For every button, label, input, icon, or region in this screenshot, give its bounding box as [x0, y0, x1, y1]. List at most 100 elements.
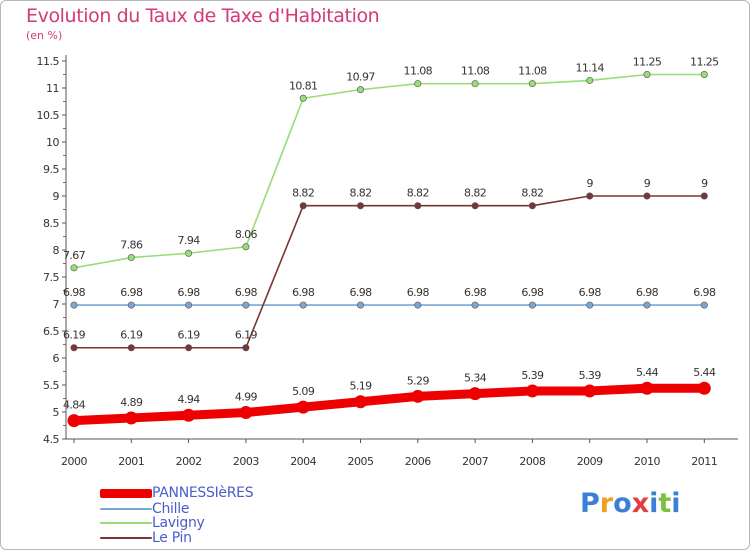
data-label: 11.08 — [518, 65, 547, 78]
y-tick-label: 8 — [53, 244, 60, 257]
series-line-pannessires — [69, 383, 709, 426]
data-point — [468, 387, 482, 401]
logo-letter: i — [649, 488, 659, 519]
data-point — [299, 301, 307, 309]
data-point — [528, 202, 536, 210]
data-point — [583, 384, 597, 398]
data-label: 9 — [701, 177, 708, 190]
legend-item-chille: Chille — [100, 501, 189, 517]
y-tick-label: 5 — [53, 406, 60, 419]
data-point — [700, 301, 708, 309]
data-point — [586, 301, 594, 309]
data-label: 5.44 — [636, 366, 659, 379]
data-label: 5.39 — [521, 369, 544, 382]
legend-swatch — [100, 522, 152, 524]
data-point — [528, 80, 536, 88]
data-label: 6.98 — [349, 286, 372, 299]
data-label: 9 — [644, 177, 651, 190]
data-label: 6.98 — [693, 286, 716, 299]
logo-letter: x — [631, 488, 650, 519]
data-point — [356, 202, 364, 210]
x-tick-label: 2000 — [61, 455, 87, 468]
data-label: 8.06 — [235, 228, 258, 241]
data-label: 8.82 — [464, 187, 486, 200]
data-point — [414, 301, 422, 309]
x-tick-label: 2009 — [577, 455, 603, 468]
data-point — [70, 264, 78, 272]
data-label: 4.84 — [63, 399, 86, 412]
data-point — [242, 243, 250, 251]
data-label: 6.19 — [120, 329, 143, 342]
data-label: 11.08 — [404, 65, 433, 78]
legend-item-le-pin: Le Pin — [100, 530, 192, 546]
y-tick-label: 4.5 — [43, 433, 59, 446]
y-tick-label: 6.5 — [43, 325, 59, 338]
data-point — [127, 344, 135, 352]
data-point — [471, 202, 479, 210]
data-point — [356, 301, 364, 309]
data-label: 11.25 — [633, 56, 662, 69]
data-label: 11.25 — [690, 56, 719, 69]
data-label: 5.19 — [349, 380, 372, 393]
data-label: 6.98 — [63, 286, 86, 299]
data-label: 6.98 — [579, 286, 602, 299]
y-tick-label: 11.5 — [37, 55, 60, 68]
data-point — [182, 408, 196, 422]
data-point — [471, 301, 479, 309]
data-point — [296, 400, 310, 414]
data-point — [586, 76, 594, 84]
data-label: 4.89 — [120, 396, 143, 409]
data-label: 6.98 — [464, 286, 487, 299]
data-label: 6.19 — [178, 329, 201, 342]
x-tick-label: 2007 — [462, 455, 488, 468]
data-point — [70, 301, 78, 309]
x-tick-label: 2005 — [348, 455, 374, 468]
data-label: 7.67 — [63, 249, 86, 262]
y-tick-label: 11 — [46, 82, 59, 95]
logo-letter: i — [671, 488, 681, 519]
y-tick-label: 10.5 — [37, 109, 60, 122]
logo-letter: P — [580, 488, 600, 519]
y-tick-label: 5.5 — [43, 379, 59, 392]
series-line-lepin — [73, 195, 706, 349]
data-point — [356, 86, 364, 94]
data-point — [697, 381, 711, 395]
data-label: 11.08 — [461, 65, 490, 78]
data-label: 8.82 — [521, 187, 543, 200]
y-tick-label: 9.5 — [43, 163, 59, 176]
legend-swatch — [100, 537, 152, 539]
y-tick-label: 10 — [46, 136, 59, 149]
data-label: 4.99 — [235, 391, 258, 404]
data-label: 10.97 — [346, 71, 375, 84]
x-tick-label: 2010 — [634, 455, 660, 468]
data-point — [185, 344, 193, 352]
data-label: 5.29 — [407, 374, 430, 387]
data-label: 6.98 — [292, 286, 315, 299]
data-point — [471, 80, 479, 88]
data-point — [643, 301, 651, 309]
x-tick-label: 2006 — [405, 455, 431, 468]
data-point — [528, 301, 536, 309]
data-point — [643, 192, 651, 200]
data-point — [700, 192, 708, 200]
legend-item-pannessieres: PANNESSIèRES — [100, 485, 254, 501]
data-label: 5.34 — [464, 372, 487, 385]
data-point — [525, 384, 539, 398]
x-tick-label: 2011 — [691, 455, 717, 468]
x-tick-label: 2004 — [290, 455, 316, 468]
data-label: 8.82 — [407, 187, 429, 200]
data-point — [127, 254, 135, 262]
legend-swatch — [100, 488, 152, 498]
data-point — [640, 381, 654, 395]
data-point — [124, 411, 138, 425]
data-label: 5.39 — [579, 369, 602, 382]
data-point — [67, 414, 81, 428]
data-point — [242, 344, 250, 352]
data-point — [299, 94, 307, 102]
data-label: 5.44 — [693, 366, 716, 379]
data-point — [185, 249, 193, 257]
data-label: 6.98 — [521, 286, 544, 299]
y-tick-label: 8.5 — [43, 217, 59, 230]
